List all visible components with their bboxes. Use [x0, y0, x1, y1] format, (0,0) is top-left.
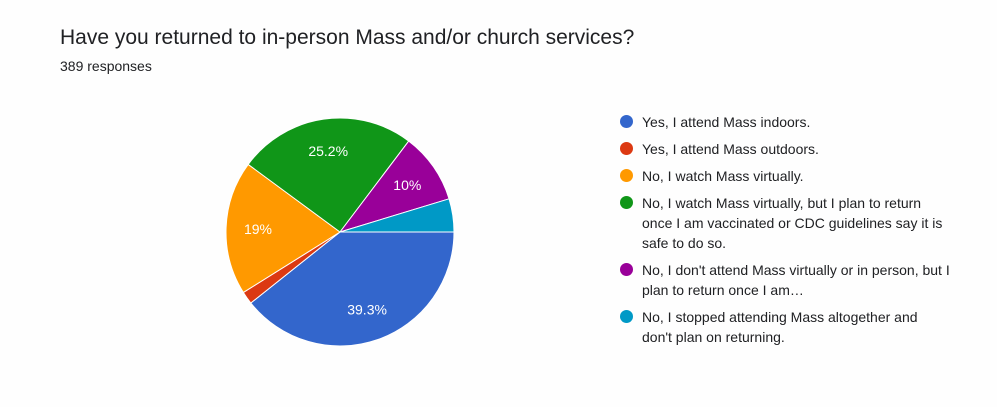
legend-label: No, I stopped attending Mass altogether … [642, 309, 918, 345]
legend-item-4[interactable]: No, I watch Mass virtually, but I plan t… [620, 193, 950, 253]
chart-legend: Yes, I attend Mass indoors. Yes, I attend… [620, 112, 950, 354]
legend-swatch [620, 196, 633, 209]
legend-swatch [620, 263, 633, 276]
legend-label: Yes, I attend Mass outdoors. [642, 141, 819, 157]
slice-value-label-3: 19% [244, 221, 272, 237]
slice-value-label-4: 25.2% [308, 143, 348, 159]
slice-value-label-5: 10% [393, 177, 421, 193]
legend-label: Yes, I attend Mass indoors. [642, 114, 811, 130]
legend-item-3[interactable]: No, I watch Mass virtually. [620, 166, 950, 186]
legend-label: No, I watch Mass virtually, but I plan t… [642, 195, 943, 251]
pie-slice-4[interactable] [247, 117, 410, 233]
legend-item-5[interactable]: No, I don't attend Mass virtually or in … [620, 260, 950, 300]
pie-slice-6[interactable] [339, 198, 455, 233]
legend-label: No, I watch Mass virtually. [642, 168, 804, 184]
legend-swatch [620, 115, 633, 128]
legend-swatch [620, 169, 633, 182]
legend-item-1[interactable]: Yes, I attend Mass indoors. [620, 112, 950, 132]
legend-swatch [620, 310, 633, 323]
slice-value-label-1: 39.3% [347, 302, 387, 318]
response-count: 389 responses [60, 58, 152, 74]
pie-slice-1[interactable] [250, 231, 455, 347]
chart-title: Have you returned to in-person Mass and/… [60, 26, 635, 49]
pie-svg: 39.3% 19% 25.2% 10% [225, 117, 455, 347]
pie-slice-5[interactable] [338, 140, 450, 233]
legend-item-2[interactable]: Yes, I attend Mass outdoors. [620, 139, 950, 159]
legend-label: No, I don't attend Mass virtually or in … [642, 262, 950, 298]
pie-chart: 39.3% 19% 25.2% 10% [215, 107, 465, 357]
legend-swatch [620, 142, 633, 155]
legend-item-6[interactable]: No, I stopped attending Mass altogether … [620, 307, 950, 347]
pie-slice-3[interactable] [225, 163, 341, 294]
